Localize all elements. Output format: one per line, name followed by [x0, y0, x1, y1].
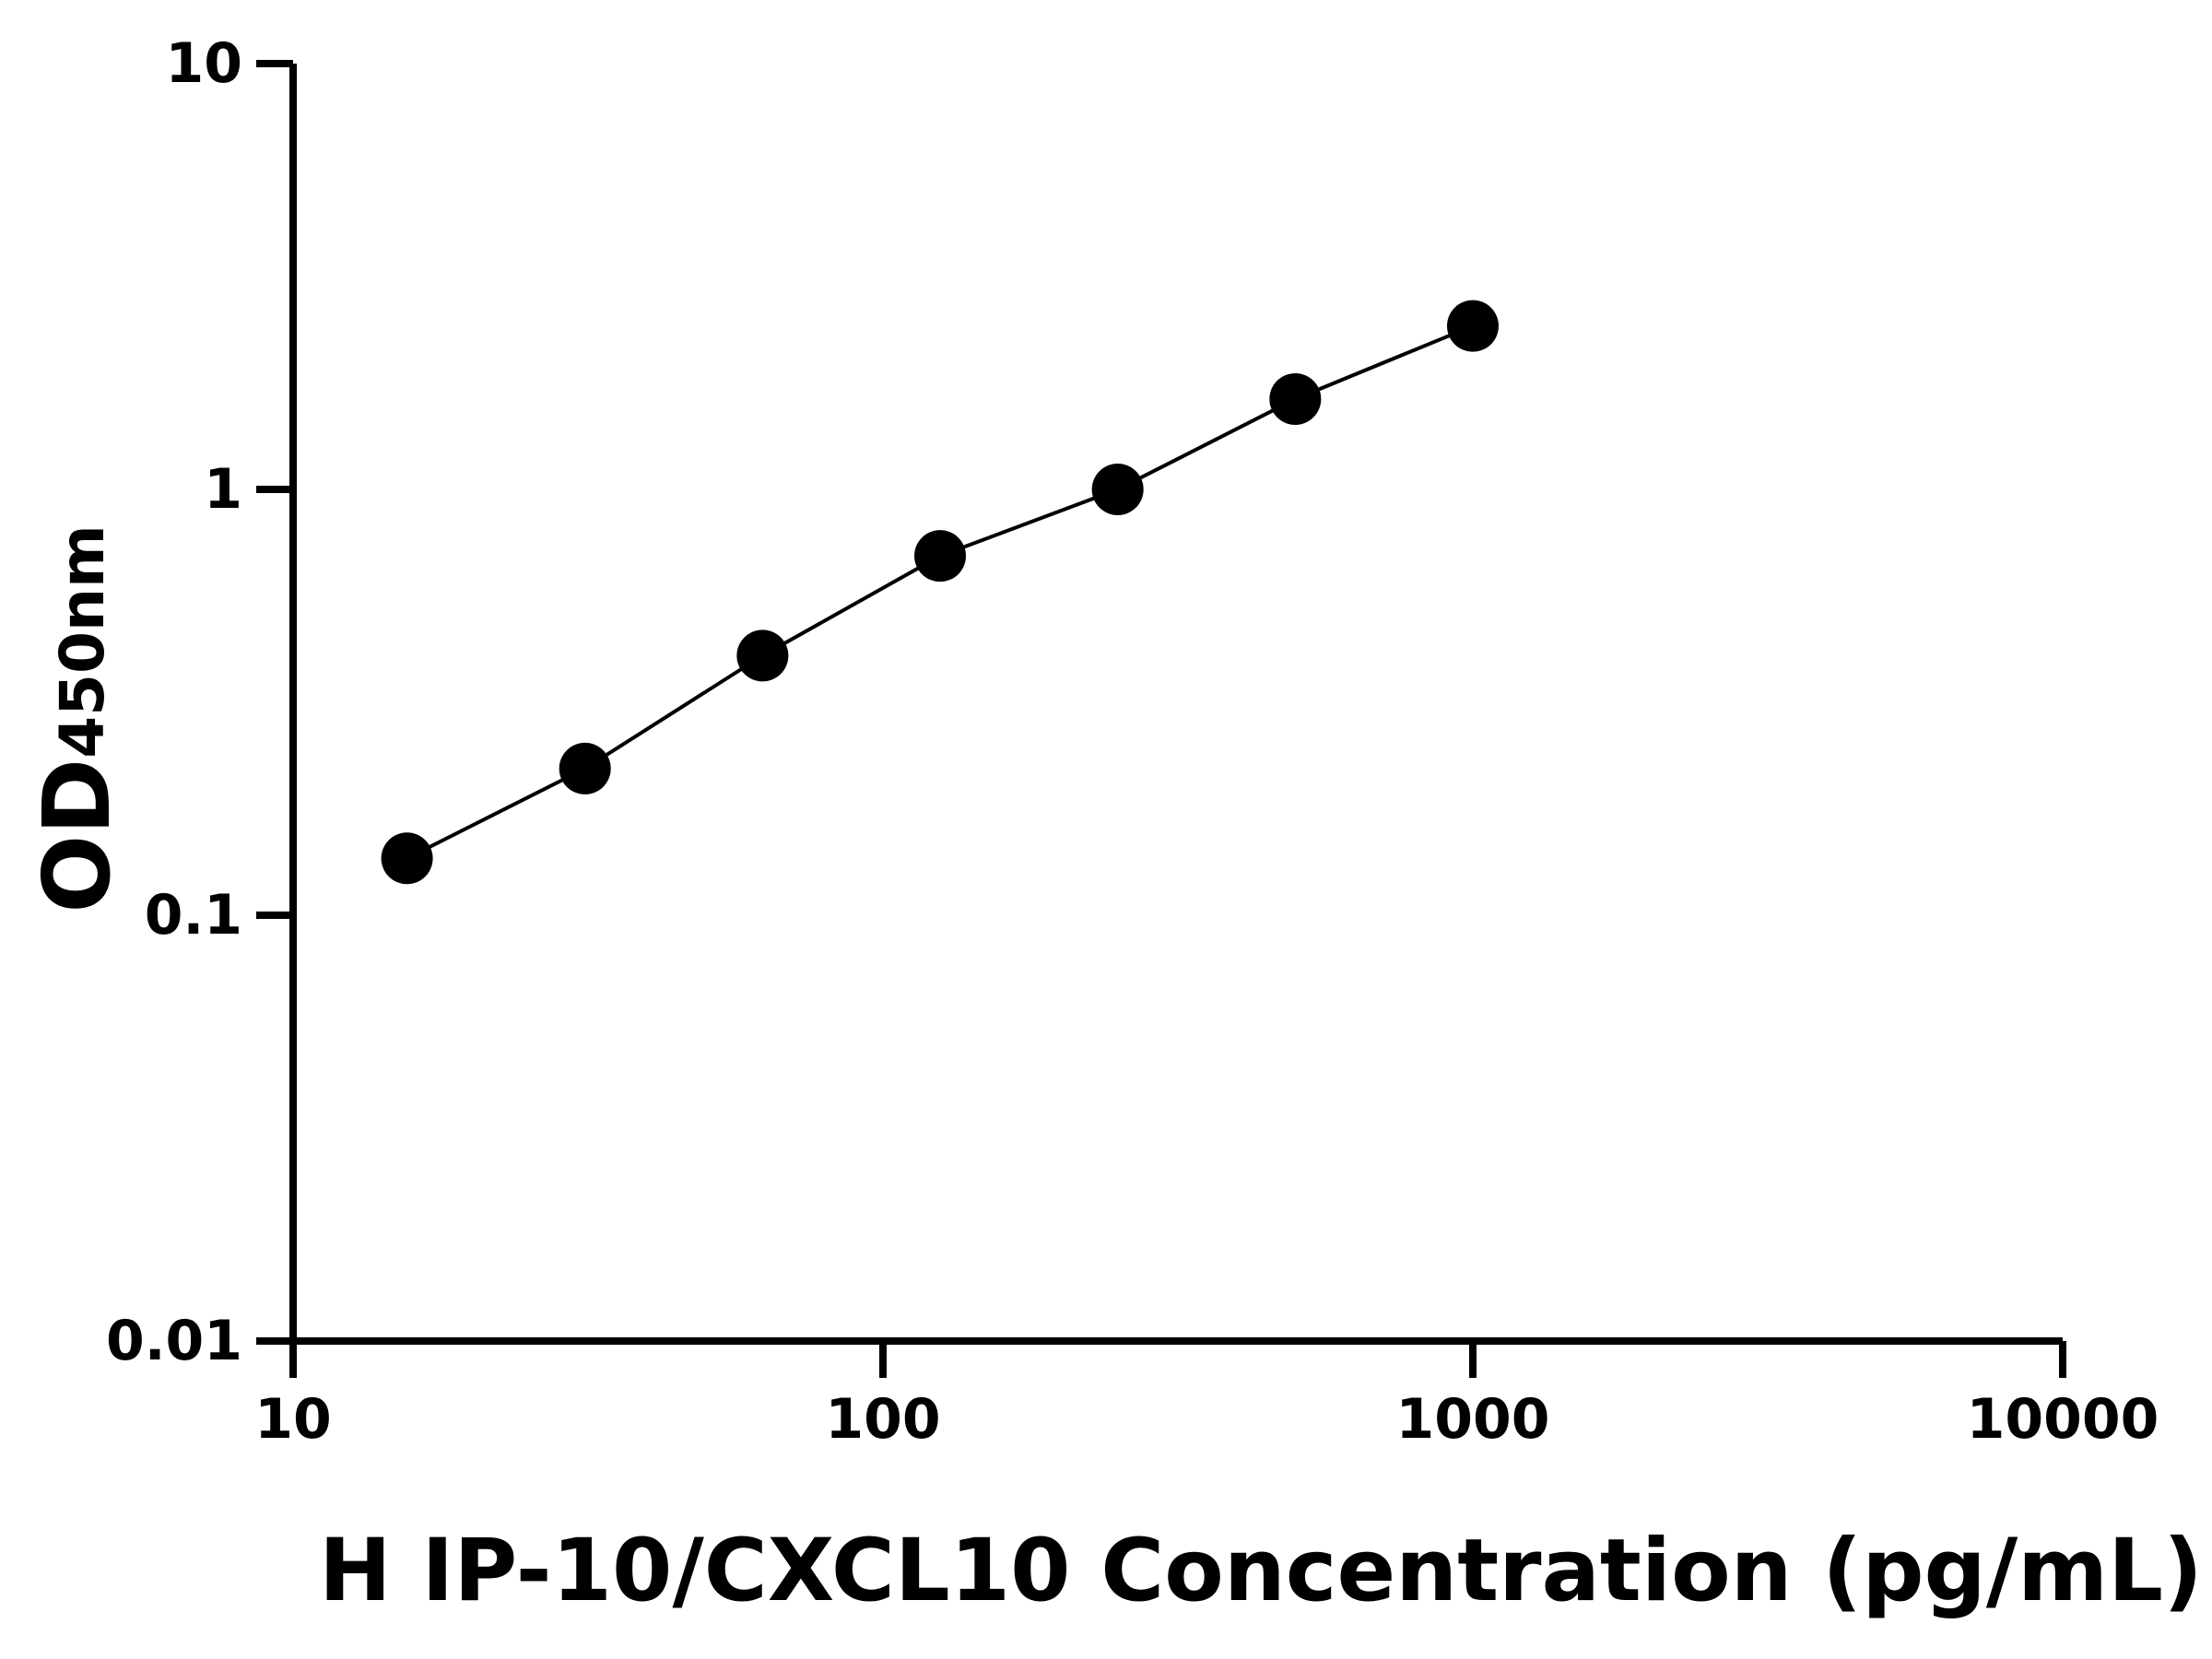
data-point [1091, 464, 1144, 515]
x-tick-label: 1000 [1396, 1387, 1550, 1452]
x-tick-label: 10000 [1967, 1387, 2159, 1452]
y-tick-label: 0.01 [106, 1309, 242, 1373]
y-axis-label-main: OD [23, 759, 131, 913]
y-axis-label-sub: 450nm [47, 524, 118, 759]
data-point [736, 629, 789, 682]
y-tick-label: 1 [204, 457, 242, 522]
data-point [914, 530, 967, 582]
x-axis-label: H IP-10/CXCL10 Concentration (pg/mL) [319, 1521, 2203, 1621]
data-point [1269, 372, 1322, 425]
data-point [381, 832, 433, 885]
x-tick-label: 10 [254, 1387, 332, 1452]
y-axis-label: OD450nm [23, 524, 131, 913]
y-tick-label: 0.1 [145, 883, 242, 947]
data-point [1447, 300, 1499, 352]
x-tick-label: 100 [825, 1387, 940, 1452]
data-point [559, 742, 611, 794]
y-tick-label: 10 [166, 31, 243, 96]
